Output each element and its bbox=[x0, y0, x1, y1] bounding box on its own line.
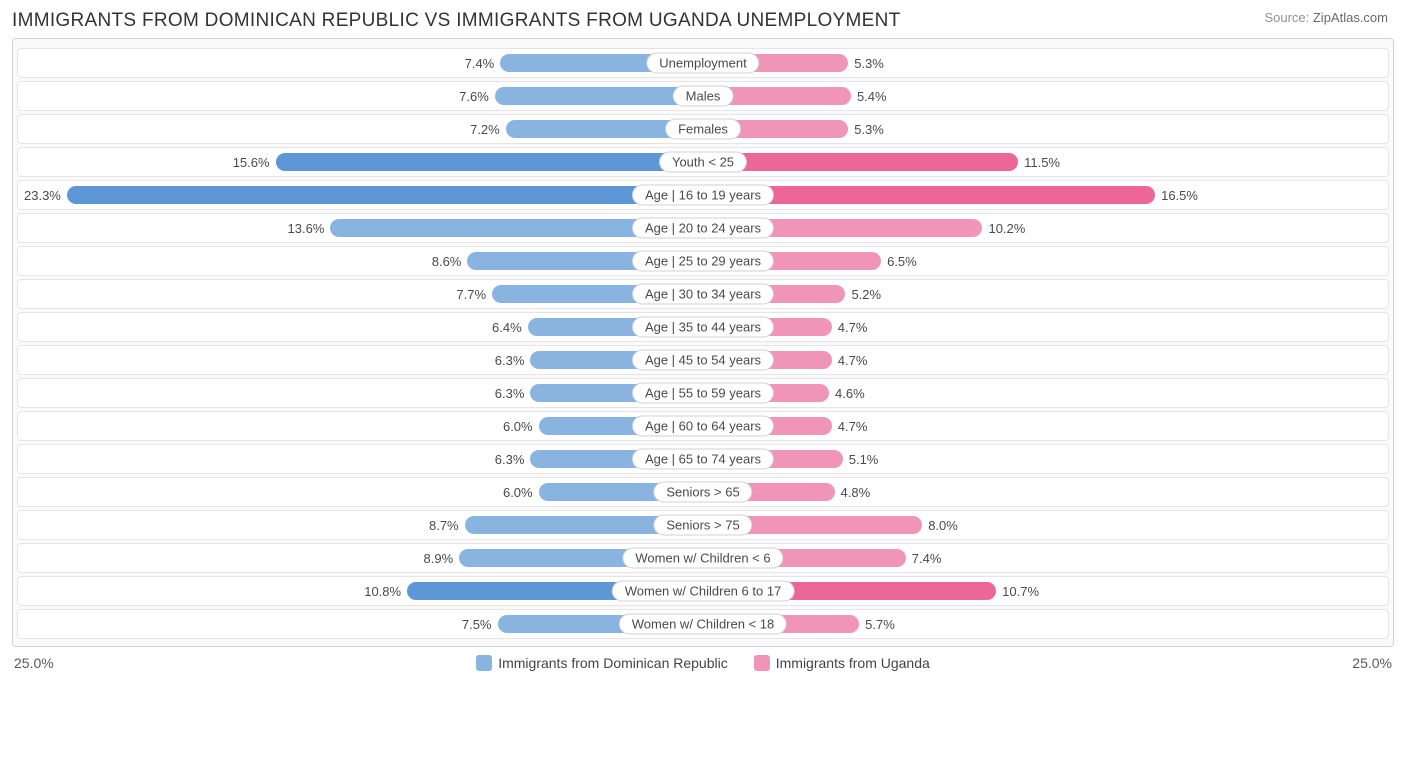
bar-value-right: 5.4% bbox=[851, 89, 893, 104]
bar-value-left: 6.3% bbox=[489, 353, 531, 368]
bar-value-left: 8.9% bbox=[418, 551, 460, 566]
source-prefix: Source: bbox=[1264, 10, 1312, 25]
bar-value-right: 6.5% bbox=[881, 254, 923, 269]
bar-value-left: 10.8% bbox=[358, 584, 407, 599]
bar-value-right: 8.0% bbox=[922, 518, 964, 533]
bar-value-left: 8.7% bbox=[423, 518, 465, 533]
chart-row: 7.7% 5.2% Age | 30 to 34 years bbox=[17, 279, 1389, 309]
bar-value-right: 5.7% bbox=[859, 617, 901, 632]
chart-footer: 25.0% Immigrants from Dominican Republic… bbox=[0, 647, 1406, 675]
chart-row: 7.6% 5.4% Males bbox=[17, 81, 1389, 111]
category-label: Females bbox=[665, 119, 741, 140]
category-label: Youth < 25 bbox=[659, 152, 747, 173]
bar-value-left: 7.5% bbox=[456, 617, 498, 632]
bar-value-right: 4.7% bbox=[832, 353, 874, 368]
bar-value-right: 4.6% bbox=[829, 386, 871, 401]
bar-value-right: 5.3% bbox=[848, 56, 890, 71]
bar-value-left: 13.6% bbox=[282, 221, 331, 236]
chart-legend: Immigrants from Dominican Republic Immig… bbox=[476, 655, 930, 671]
bar-value-left: 6.0% bbox=[497, 485, 539, 500]
bar-value-left: 8.6% bbox=[426, 254, 468, 269]
legend-swatch-right bbox=[754, 655, 770, 671]
chart-plot-area: 7.4% 5.3% Unemployment 7.6% 5.4% Males 7.2% 5.3… bbox=[12, 38, 1394, 647]
legend-item-right: Immigrants from Uganda bbox=[754, 655, 930, 671]
bar-value-left: 23.3% bbox=[18, 188, 67, 203]
chart-row: 6.3% 5.1% Age | 65 to 74 years bbox=[17, 444, 1389, 474]
chart-row: 7.5% 5.7% Women w/ Children < 18 bbox=[17, 609, 1389, 639]
chart-row: 13.6% 10.2% Age | 20 to 24 years bbox=[17, 213, 1389, 243]
bar-value-left: 6.0% bbox=[497, 419, 539, 434]
category-label: Age | 30 to 34 years bbox=[632, 284, 774, 305]
bar-value-left: 6.3% bbox=[489, 452, 531, 467]
bar-value-right: 5.1% bbox=[843, 452, 885, 467]
chart-row: 6.0% 4.7% Age | 60 to 64 years bbox=[17, 411, 1389, 441]
legend-item-left: Immigrants from Dominican Republic bbox=[476, 655, 728, 671]
category-label: Age | 25 to 29 years bbox=[632, 251, 774, 272]
category-label: Age | 16 to 19 years bbox=[632, 185, 774, 206]
bar-value-right: 16.5% bbox=[1155, 188, 1204, 203]
category-label: Age | 60 to 64 years bbox=[632, 416, 774, 437]
chart-row: 7.2% 5.3% Females bbox=[17, 114, 1389, 144]
axis-max-left: 25.0% bbox=[14, 655, 54, 671]
bar-value-right: 11.5% bbox=[1018, 155, 1066, 170]
chart-title: IMMIGRANTS FROM DOMINICAN REPUBLIC VS IM… bbox=[12, 10, 901, 32]
chart-row: 7.4% 5.3% Unemployment bbox=[17, 48, 1389, 78]
bar-value-right: 7.4% bbox=[906, 551, 948, 566]
bar-left bbox=[276, 153, 703, 171]
bar-value-left: 7.6% bbox=[453, 89, 495, 104]
bar-value-right: 4.8% bbox=[835, 485, 877, 500]
bar-value-right: 10.7% bbox=[996, 584, 1045, 599]
chart-row: 8.9% 7.4% Women w/ Children < 6 bbox=[17, 543, 1389, 573]
chart-header: IMMIGRANTS FROM DOMINICAN REPUBLIC VS IM… bbox=[0, 0, 1406, 38]
bar-value-right: 5.3% bbox=[848, 122, 890, 137]
chart-row: 23.3% 16.5% Age | 16 to 19 years bbox=[17, 180, 1389, 210]
bar-value-right: 10.2% bbox=[982, 221, 1031, 236]
category-label: Age | 35 to 44 years bbox=[632, 317, 774, 338]
source-link[interactable]: ZipAtlas.com bbox=[1313, 10, 1388, 25]
chart-row: 6.3% 4.6% Age | 55 to 59 years bbox=[17, 378, 1389, 408]
chart-source: Source: ZipAtlas.com bbox=[1264, 10, 1388, 25]
chart-row: 10.8% 10.7% Women w/ Children 6 to 17 bbox=[17, 576, 1389, 606]
category-label: Age | 55 to 59 years bbox=[632, 383, 774, 404]
category-label: Age | 65 to 74 years bbox=[632, 449, 774, 470]
chart-row: 8.6% 6.5% Age | 25 to 29 years bbox=[17, 246, 1389, 276]
bar-value-right: 4.7% bbox=[832, 320, 874, 335]
chart-row: 8.7% 8.0% Seniors > 75 bbox=[17, 510, 1389, 540]
chart-row: 6.0% 4.8% Seniors > 65 bbox=[17, 477, 1389, 507]
category-label: Women w/ Children < 6 bbox=[622, 548, 783, 569]
bar-value-left: 7.7% bbox=[450, 287, 492, 302]
bar-right bbox=[703, 153, 1018, 171]
category-label: Age | 45 to 54 years bbox=[632, 350, 774, 371]
chart-row: 6.3% 4.7% Age | 45 to 54 years bbox=[17, 345, 1389, 375]
bar-value-right: 4.7% bbox=[832, 419, 874, 434]
legend-label-left: Immigrants from Dominican Republic bbox=[498, 655, 728, 671]
axis-max-right: 25.0% bbox=[1352, 655, 1392, 671]
legend-swatch-left bbox=[476, 655, 492, 671]
bar-value-left: 6.3% bbox=[489, 386, 531, 401]
category-label: Unemployment bbox=[646, 53, 759, 74]
category-label: Males bbox=[673, 86, 734, 107]
chart-row: 6.4% 4.7% Age | 35 to 44 years bbox=[17, 312, 1389, 342]
bar-value-left: 7.4% bbox=[459, 56, 501, 71]
bar-value-right: 5.2% bbox=[845, 287, 887, 302]
category-label: Women w/ Children < 18 bbox=[619, 614, 787, 635]
legend-label-right: Immigrants from Uganda bbox=[776, 655, 930, 671]
category-label: Age | 20 to 24 years bbox=[632, 218, 774, 239]
bar-value-left: 7.2% bbox=[464, 122, 506, 137]
bar-value-left: 15.6% bbox=[227, 155, 276, 170]
bar-left bbox=[67, 186, 703, 204]
chart-row: 15.6% 11.5% Youth < 25 bbox=[17, 147, 1389, 177]
category-label: Seniors > 75 bbox=[653, 515, 752, 536]
bar-value-left: 6.4% bbox=[486, 320, 528, 335]
category-label: Seniors > 65 bbox=[653, 482, 752, 503]
category-label: Women w/ Children 6 to 17 bbox=[612, 581, 795, 602]
